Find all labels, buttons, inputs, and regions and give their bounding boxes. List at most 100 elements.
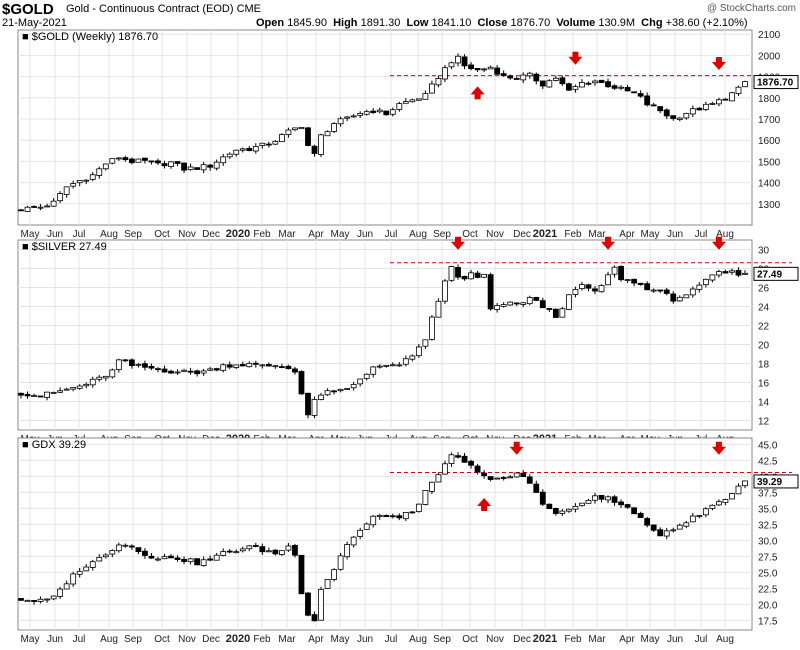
candle-down xyxy=(279,366,285,369)
quote-date: 21-May-2021 xyxy=(2,17,67,29)
x-tick-label: Aug xyxy=(716,229,734,240)
candle xyxy=(76,179,83,187)
candle-down xyxy=(142,550,148,556)
y-tick-label: 17.5 xyxy=(758,616,778,627)
candle xyxy=(285,364,292,370)
candle xyxy=(57,191,64,204)
candle xyxy=(624,84,631,92)
candle-up xyxy=(83,566,90,572)
candle xyxy=(115,157,122,161)
candle xyxy=(696,107,703,111)
x-tick-label: May xyxy=(21,229,40,240)
candle xyxy=(618,85,624,91)
candle xyxy=(468,459,474,469)
candle-down xyxy=(644,518,651,526)
candle xyxy=(265,141,272,148)
candle-up xyxy=(187,166,194,170)
candle-up xyxy=(337,118,344,125)
candle-up xyxy=(161,556,168,560)
candle-up xyxy=(500,304,507,307)
candle-down xyxy=(174,161,181,164)
candle xyxy=(676,295,683,302)
x-tick-label: Sep xyxy=(124,229,142,240)
candle-down xyxy=(18,392,24,396)
down-arrow-icon xyxy=(601,236,616,250)
candle-down xyxy=(546,308,553,310)
candle-down xyxy=(455,455,461,458)
candle xyxy=(76,384,83,390)
candle-down xyxy=(663,289,670,294)
candle xyxy=(585,498,592,504)
candle-down xyxy=(461,455,468,463)
candle xyxy=(200,369,207,376)
last-price-box xyxy=(753,75,799,90)
candle xyxy=(448,452,455,467)
candle-down xyxy=(598,495,605,500)
candle-up xyxy=(337,388,344,392)
candle-up xyxy=(605,496,611,501)
candle-up xyxy=(350,115,357,118)
panel-title: ■ GDX 39.29 xyxy=(22,439,86,451)
candle-up xyxy=(494,305,501,310)
x-tick-label: 2021 xyxy=(533,633,557,645)
candle-up xyxy=(168,161,174,167)
candle xyxy=(122,543,129,548)
candle xyxy=(246,145,253,152)
candle xyxy=(552,75,559,82)
candle-up xyxy=(559,510,566,514)
candle xyxy=(422,490,429,506)
candle xyxy=(63,387,70,391)
candle xyxy=(337,552,344,571)
candle xyxy=(533,480,540,493)
candle xyxy=(461,275,468,281)
candle-up xyxy=(448,266,455,281)
candle xyxy=(305,127,311,147)
candle xyxy=(631,91,638,94)
candle-down xyxy=(128,359,135,367)
candle-up xyxy=(376,109,383,113)
candle xyxy=(592,286,598,295)
candle xyxy=(644,92,651,107)
candle xyxy=(696,514,703,519)
candle xyxy=(102,163,109,171)
candle-up xyxy=(331,123,337,132)
candle-up xyxy=(233,551,240,554)
candle-up xyxy=(689,288,696,296)
down-arrow-icon xyxy=(711,57,726,71)
candle xyxy=(409,98,416,103)
candle-down xyxy=(585,284,592,289)
candle xyxy=(487,476,494,482)
candle-down xyxy=(494,67,501,75)
candle xyxy=(546,308,553,312)
candle xyxy=(239,546,246,553)
candle-up xyxy=(363,523,370,530)
candle xyxy=(109,549,116,558)
y-tick-label: 20.0 xyxy=(758,600,778,611)
candle xyxy=(657,289,664,294)
y-tick-label: 27.5 xyxy=(758,552,778,563)
candle-down xyxy=(311,614,318,622)
candle-down xyxy=(389,515,396,518)
candle xyxy=(142,360,148,371)
candle-up xyxy=(272,140,279,145)
candle-up xyxy=(559,308,566,318)
candle-up xyxy=(109,550,116,555)
candle xyxy=(722,498,729,506)
candle xyxy=(742,270,748,275)
candle-down xyxy=(331,390,337,393)
candle-down xyxy=(298,554,305,595)
candle xyxy=(102,553,109,559)
candle xyxy=(272,140,279,146)
candle-up xyxy=(50,392,57,394)
candle-down xyxy=(142,363,148,368)
candle xyxy=(383,364,390,368)
exchange-label: CME xyxy=(236,3,262,15)
candle-down xyxy=(128,158,135,164)
candle xyxy=(57,387,64,394)
chart-panel-gdx: 17.520.022.525.027.530.032.535.037.540.0… xyxy=(17,437,799,645)
candle xyxy=(618,265,624,282)
candle-up xyxy=(76,570,83,575)
candle xyxy=(161,553,168,560)
candle xyxy=(376,513,383,520)
candle-up xyxy=(565,294,572,310)
